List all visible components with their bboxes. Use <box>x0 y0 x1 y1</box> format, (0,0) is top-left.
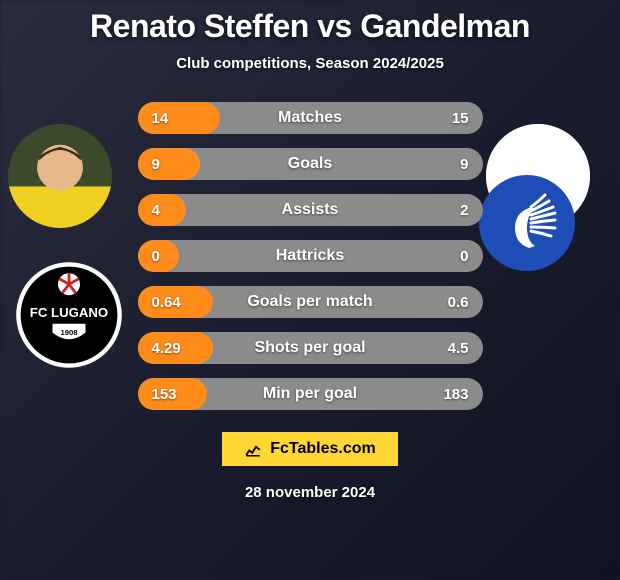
stat-row: 9Goals9 <box>138 148 483 180</box>
stat-value-right: 183 <box>429 386 482 403</box>
stat-value-left: 0.64 <box>138 294 195 311</box>
date-text: 28 november 2024 <box>245 484 375 501</box>
stat-value-right: 2 <box>446 202 482 219</box>
svg-text:FC LUGANO: FC LUGANO <box>30 305 108 320</box>
stat-value-right: 0.6 <box>434 294 483 311</box>
branding-badge: FcTables.com <box>222 432 398 466</box>
club-right-logo <box>472 168 582 278</box>
stat-row: 14Matches15 <box>138 102 483 134</box>
chart-icon <box>244 440 262 458</box>
stat-row: 153Min per goal183 <box>138 378 483 410</box>
stat-value-right: 15 <box>438 110 483 127</box>
svg-text:1908: 1908 <box>60 328 78 337</box>
stat-value-left: 153 <box>138 386 191 403</box>
branding-text: FcTables.com <box>270 440 376 458</box>
stat-value-right: 0 <box>446 248 482 265</box>
stat-value-right: 4.5 <box>434 340 483 357</box>
stats-block: 14Matches15 9Goals9 4Assists2 0Hattricks0 0.… <box>138 102 483 410</box>
stat-label: Assists <box>138 201 483 219</box>
subtitle: Club competitions, Season 2024/2025 <box>176 55 444 72</box>
stat-value-left: 4.29 <box>138 340 195 357</box>
stat-value-left: 0 <box>138 248 174 265</box>
stat-row: 0Hattricks0 <box>138 240 483 272</box>
stat-row: 4Assists2 <box>138 194 483 226</box>
stat-label: Hattricks <box>138 247 483 265</box>
stat-value-left: 9 <box>138 156 174 173</box>
stat-value-left: 14 <box>138 110 183 127</box>
stat-value-left: 4 <box>138 202 174 219</box>
page-title: Renato Steffen vs Gandelman <box>90 8 530 45</box>
club-left-logo: FC LUGANO 1908 <box>14 260 124 370</box>
stat-value-right: 9 <box>446 156 482 173</box>
stat-row: 4.29Shots per goal4.5 <box>138 332 483 364</box>
stat-row: 0.64Goals per match0.6 <box>138 286 483 318</box>
player-left-avatar <box>8 124 112 228</box>
